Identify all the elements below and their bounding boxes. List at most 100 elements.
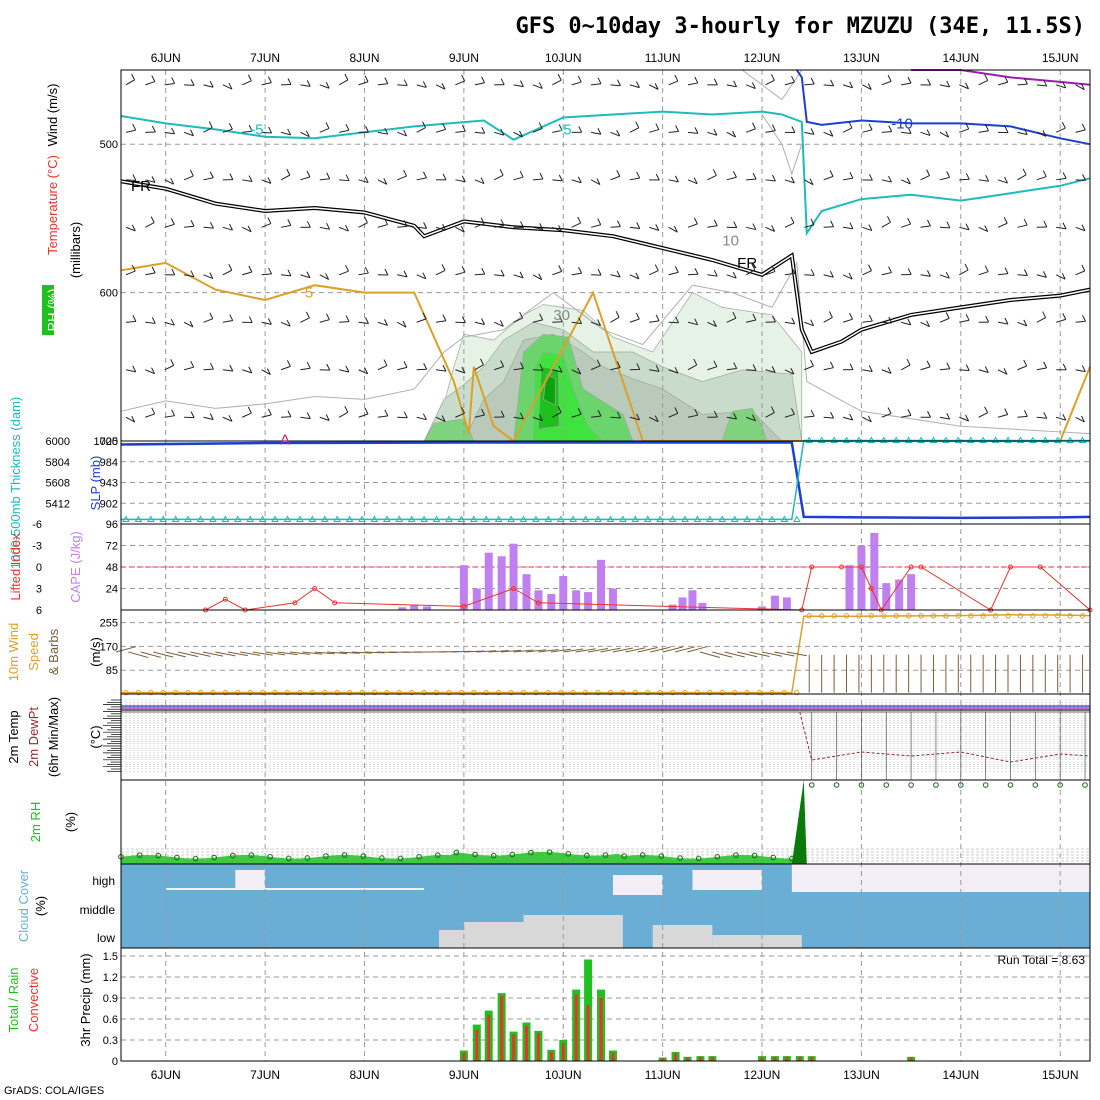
wind-barb-flag [247, 225, 252, 233]
cape-bar [678, 597, 687, 610]
temp2m-unit-label: (°C) [88, 725, 103, 748]
wind-barb-flag [810, 409, 815, 417]
wind-speed-marker [930, 613, 937, 619]
wind-barb [532, 128, 543, 133]
thickness-marker [395, 515, 404, 522]
wind-barb [920, 175, 930, 181]
wind-barb-flag [1023, 218, 1028, 226]
wind-barb-flag [170, 318, 175, 326]
wind-barb-flag [849, 363, 854, 370]
cape-bar [782, 597, 791, 610]
thickness-marker [606, 515, 615, 522]
wind-speed-marker [707, 689, 713, 696]
wind-barb [513, 416, 524, 420]
wind-barb-flag [325, 273, 330, 280]
wind-barb [726, 131, 736, 138]
wind-barb [242, 412, 252, 418]
wind-barb [314, 651, 335, 655]
wind-barb-flag [1062, 363, 1067, 370]
lifted-index-line [205, 566, 1091, 612]
lifted-index-axis-label: Lifted Index [8, 533, 23, 601]
wind-barb-flag [829, 361, 834, 368]
wind-barb [939, 274, 950, 279]
wind-barb-flag [636, 171, 641, 179]
wind-barb [939, 84, 950, 88]
wind-barb-flag [131, 224, 136, 232]
wind-barb [649, 84, 659, 90]
wind-barb [145, 81, 155, 86]
wind-barb [784, 369, 795, 375]
wind-barb [784, 272, 795, 276]
wind-barb [823, 84, 834, 87]
rh-marker [192, 855, 199, 862]
slp-axis-label: SLP (mb) [88, 456, 103, 511]
wind-barb-flag [150, 216, 155, 223]
rh-marker [472, 851, 478, 858]
wind-barb [862, 226, 873, 232]
wind-barb-flag [927, 78, 931, 86]
wind-speed-marker [955, 613, 962, 619]
wind-speed-marker [1079, 613, 1086, 619]
lifted-index-point [918, 564, 924, 570]
precip-bar-convective [487, 1014, 491, 1061]
wind-speed-marker [607, 689, 614, 696]
thickness-marker [780, 515, 789, 522]
wind-barb-flag [849, 413, 854, 421]
wind-barb [687, 82, 698, 86]
precip-tick: 0.3 [103, 1035, 118, 1047]
wind-barb-flag [887, 216, 891, 223]
wind-speed-marker [520, 689, 527, 696]
wind-barb-flag [693, 177, 698, 184]
wind-barb-flag [674, 407, 679, 414]
wind-barb [277, 651, 298, 656]
precip-tick: 0.9 [103, 993, 118, 1005]
thickness-marker [271, 515, 279, 522]
wind-barb-flag [1043, 412, 1048, 419]
thickness-marker [643, 515, 652, 522]
precip-bar-convective [760, 1056, 764, 1061]
wind-barb-flag [868, 224, 873, 231]
wind-barb [649, 416, 659, 423]
contour-label: 10 [722, 233, 739, 250]
wind-barb-flag [771, 225, 776, 232]
wind-barb [319, 127, 330, 133]
wind-barb [203, 318, 214, 323]
rh-marker [982, 782, 989, 788]
rh-marker [789, 855, 795, 862]
wind-speed-marker [247, 689, 253, 696]
wind-speed-marker [968, 613, 974, 619]
wind-barb [261, 179, 272, 184]
wind-barb-flag [538, 273, 543, 280]
wind-barb [377, 321, 388, 326]
wind-barb-flag [616, 129, 621, 137]
wind-barb [474, 223, 485, 228]
day-label-bottom: 13JUN [843, 1068, 880, 1082]
cloud-cover-unit-label: (%) [33, 896, 48, 916]
wind-barb-flag [849, 312, 853, 320]
wind-barb [881, 80, 892, 86]
wind-barb [242, 130, 253, 133]
wind-barb-flag [1023, 77, 1028, 85]
wind-barb [774, 651, 795, 657]
rh-marker [883, 782, 890, 788]
wind-barb [610, 226, 621, 228]
wind-barb-flag [867, 83, 872, 90]
wind-barb-flag [654, 264, 659, 271]
wind-barb [397, 225, 408, 228]
wind-barb [959, 369, 970, 372]
wind-barb [377, 131, 388, 135]
day-label-top: 9JUN [449, 51, 479, 65]
wind-barb-flag [539, 223, 544, 230]
rh-contour-line [761, 114, 803, 176]
wind-barb [629, 84, 640, 89]
wind-barb [629, 177, 640, 181]
wind-barb-flag [849, 172, 854, 179]
wind-barb [145, 369, 155, 375]
thickness-marker [805, 436, 814, 443]
wind-barb [959, 416, 969, 422]
wind-barb [203, 368, 214, 371]
rh2m-unit-label: (%) [63, 812, 78, 832]
wind-barb [842, 84, 853, 89]
dewpt2m-axis-label: 2m DewPt [26, 707, 41, 767]
